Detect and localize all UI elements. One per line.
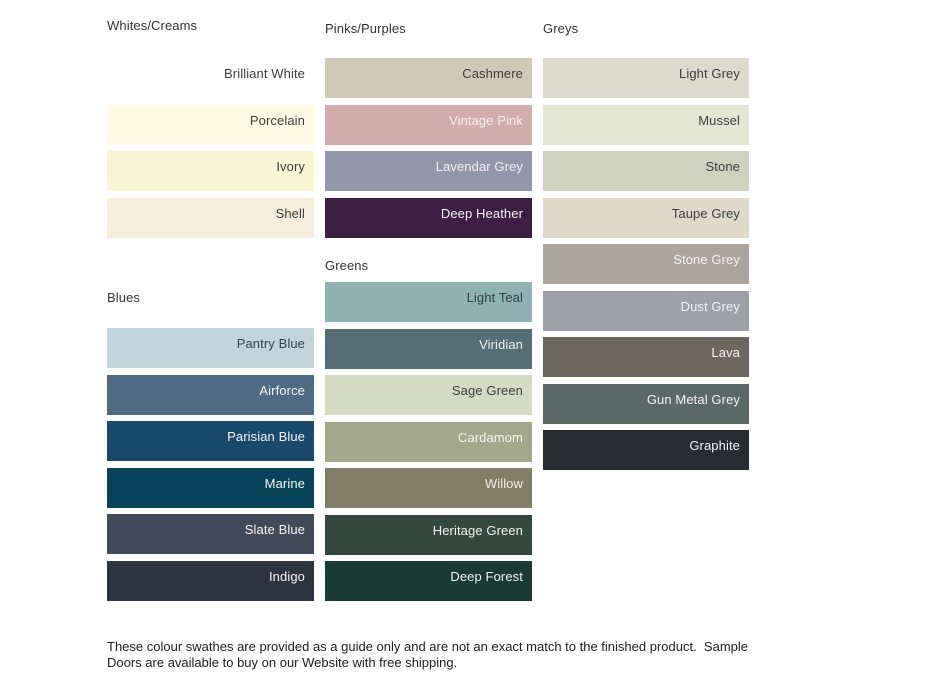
section-blues: Blues Pantry Blue Airforce Parisian Blue… [107, 290, 314, 607]
swatch-light-grey: Light Grey [543, 58, 749, 98]
swatch-label: Slate Blue [244, 522, 305, 537]
section-pinks-purples: Pinks/Purples Cashmere Vintage Pink Lave… [325, 21, 532, 244]
section-title-whites-creams: Whites/Creams [107, 18, 198, 33]
section-whites-creams: Whites/Creams Brilliant White Porcelain … [107, 18, 314, 244]
swatch-stone-grey: Stone Grey [543, 244, 749, 284]
swatch-stone: Stone [543, 151, 749, 191]
swatch-lava: Lava [543, 337, 749, 377]
swatch-cashmere: Cashmere [325, 58, 532, 98]
swatch-stack-greys: Light Grey Mussel Stone Taupe Grey Stone… [543, 58, 749, 470]
swatch-label: Pantry Blue [236, 336, 305, 351]
swatch-label: Taupe Grey [671, 205, 740, 221]
swatch-willow: Willow [325, 468, 532, 508]
swatch-shell: Shell [107, 197, 314, 238]
swatch-label: Airforce [259, 382, 305, 398]
swatch-stack-pinks-purples: Cashmere Vintage Pink Lavendar Grey Deep… [325, 58, 532, 238]
swatch-label: Shell [275, 205, 305, 221]
swatch-label: Sage Green [451, 383, 523, 398]
swatch-label: Stone Grey [673, 252, 740, 267]
swatch-stack-whites-creams: Brilliant White Porcelain Ivory Shell [107, 58, 314, 238]
swatch-ivory: Ivory [107, 151, 314, 191]
swatch-indigo: Indigo [107, 560, 314, 601]
section-greys: Greys Light Grey Mussel Stone Taupe Grey… [543, 21, 749, 477]
swatch-marine: Marine [107, 467, 314, 508]
swatch-label: Graphite [689, 438, 740, 453]
swatch-label: Porcelain [249, 112, 305, 128]
section-title-pinks-purples: Pinks/Purples [325, 21, 406, 36]
swatch-label: Heritage Green [432, 522, 523, 538]
swatch-label: Ivory [276, 159, 305, 174]
section-title-greens: Greens [325, 258, 369, 273]
swatch-parisian-blue: Parisian Blue [107, 421, 314, 461]
swatch-gun-metal-grey: Gun Metal Grey [543, 383, 749, 424]
swatch-label: Indigo [268, 568, 305, 584]
swatch-label: Lavendar Grey [435, 159, 523, 174]
swatch-stack-greens: Light Teal Viridian Sage Green Cardamom … [325, 282, 532, 601]
swatch-mussel: Mussel [543, 104, 749, 145]
swatch-label: Lava [711, 345, 740, 360]
swatch-stack-blues: Pantry Blue Airforce Parisian Blue Marin… [107, 328, 314, 601]
swatch-vintage-pink: Vintage Pink [325, 104, 532, 145]
swatch-label: Stone [705, 159, 740, 174]
section-greens: Greens Light Teal Viridian Sage Green Ca… [325, 258, 532, 608]
swatch-lavendar-grey: Lavendar Grey [325, 151, 532, 191]
disclaimer-text: These colour swathes are provided as a g… [107, 639, 748, 670]
swatch-viridian: Viridian [325, 328, 532, 369]
swatch-cardamom: Cardamom [325, 421, 532, 462]
swatch-taupe-grey: Taupe Grey [543, 197, 749, 238]
swatch-label: Cashmere [462, 66, 523, 81]
section-title-greys: Greys [543, 21, 579, 36]
swatch-deep-heather: Deep Heather [325, 197, 532, 238]
swatch-label: Vintage Pink [449, 112, 523, 128]
swatch-deep-forest: Deep Forest [325, 561, 532, 601]
swatch-label: Light Teal [466, 290, 523, 305]
swatch-label: Willow [484, 476, 523, 491]
swatch-light-teal: Light Teal [325, 282, 532, 322]
swatch-label: Cardamom [457, 429, 523, 445]
swatch-label: Marine [264, 475, 305, 491]
swatch-label: Mussel [698, 112, 740, 128]
swatch-porcelain: Porcelain [107, 104, 314, 145]
swatch-label: Viridian [479, 336, 523, 352]
swatch-label: Parisian Blue [227, 429, 305, 444]
swatch-slate-blue: Slate Blue [107, 514, 314, 554]
swatch-airforce: Airforce [107, 374, 314, 415]
swatch-brilliant-white: Brilliant White [107, 58, 314, 98]
swatch-pantry-blue: Pantry Blue [107, 328, 314, 368]
swatch-label: Dust Grey [680, 298, 740, 314]
section-title-blues: Blues [107, 290, 141, 305]
swatch-label: Light Grey [679, 66, 740, 81]
swatch-graphite: Graphite [543, 430, 749, 470]
swatch-label: Gun Metal Grey [646, 391, 740, 407]
swatch-heritage-green: Heritage Green [325, 514, 532, 555]
swatch-label: Brilliant White [224, 66, 305, 81]
swatch-sage-green: Sage Green [325, 375, 532, 415]
swatch-label: Deep Heather [440, 205, 523, 221]
swatch-label: Deep Forest [450, 569, 523, 584]
swatch-dust-grey: Dust Grey [543, 290, 749, 331]
